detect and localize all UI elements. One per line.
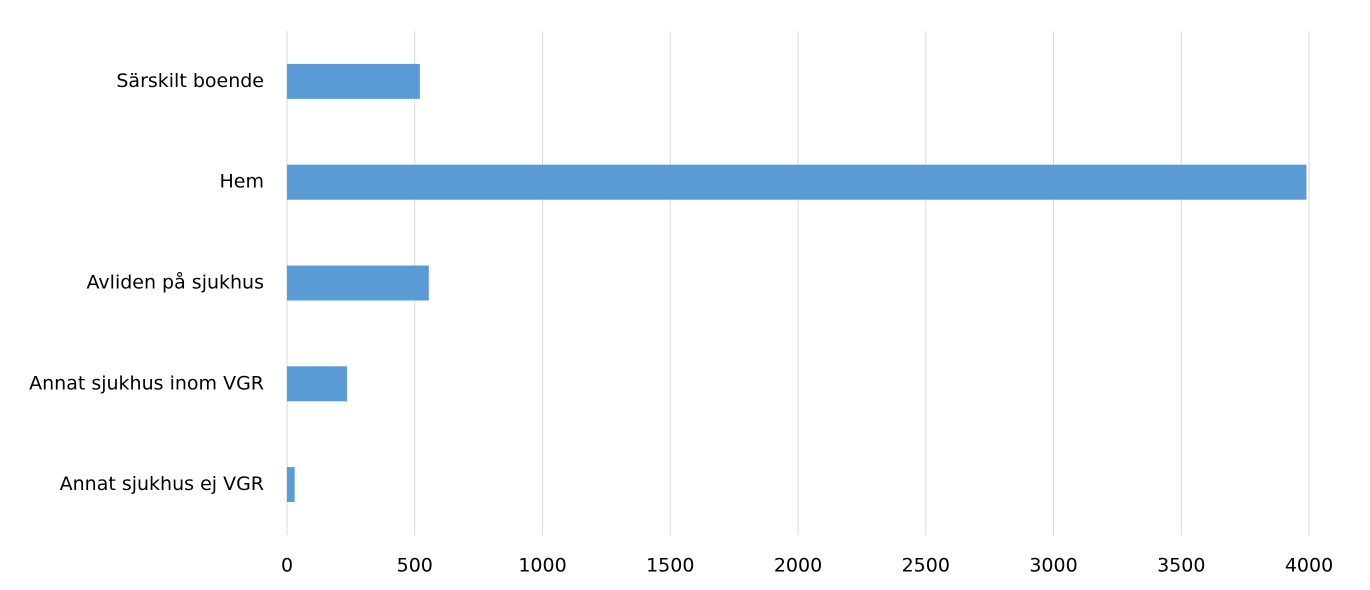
y-tick-label: Annat sjukhus ej VGR	[60, 473, 264, 495]
bar	[287, 63, 420, 99]
bar	[287, 467, 295, 503]
bar	[287, 164, 1307, 200]
x-tick-label: 1000	[518, 555, 566, 577]
bar	[287, 366, 348, 402]
bar	[287, 265, 429, 301]
y-tick-label: Hem	[220, 171, 265, 193]
x-tick-label: 2000	[774, 555, 822, 577]
y-tick-label: Annat sjukhus inom VGR	[29, 372, 264, 394]
x-tick-label: 3000	[1029, 555, 1077, 577]
x-tick-label: 0	[281, 555, 293, 577]
y-tick-label: Särskilt boende	[116, 70, 264, 92]
x-tick-label: 2500	[902, 555, 950, 577]
x-tick-label: 3500	[1157, 555, 1205, 577]
x-tick-label: 4000	[1285, 555, 1333, 577]
y-tick-label: Avliden på sjukhus	[87, 271, 264, 294]
x-tick-label: 1500	[646, 555, 694, 577]
x-tick-label: 500	[397, 555, 433, 577]
